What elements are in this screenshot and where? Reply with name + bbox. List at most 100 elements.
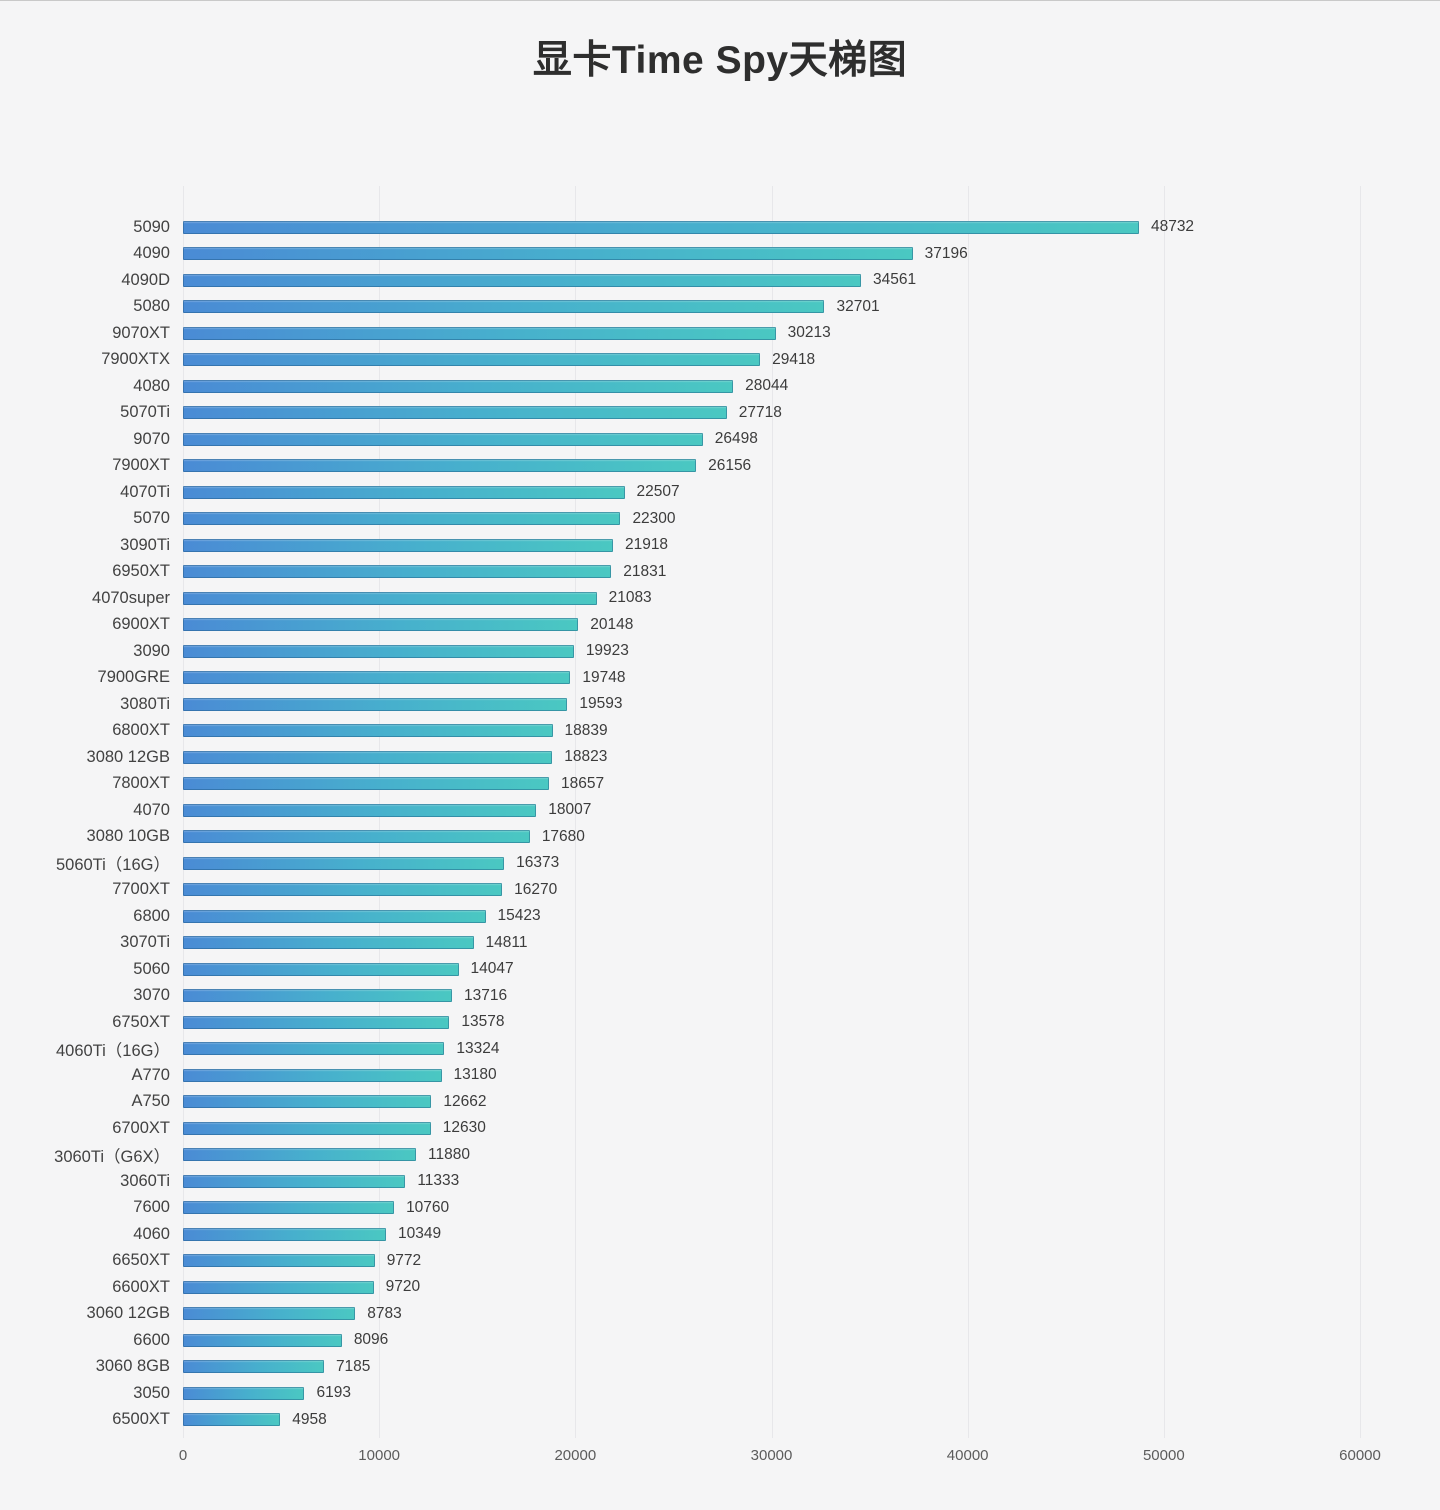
bar-row: 4070super 21083 xyxy=(92,585,1360,612)
value-label: 22300 xyxy=(632,509,676,527)
value-bar xyxy=(183,830,530,844)
bar-row: 3060 8GB 7185 xyxy=(96,1354,1360,1381)
x-tick-label: 60000 xyxy=(1339,1447,1381,1464)
bar-row: 6500XT 4958 xyxy=(112,1407,1360,1434)
category-label: 3080 12GB xyxy=(86,747,170,766)
value-label: 13324 xyxy=(456,1039,500,1057)
bar-row: 4060Ti（16G） 13324 xyxy=(56,1036,1360,1063)
bar-row: 6750XT 13578 xyxy=(112,1009,1360,1036)
value-bar xyxy=(183,750,553,764)
value-bar xyxy=(183,565,612,579)
value-label: 11333 xyxy=(417,1172,460,1190)
value-label: 29418 xyxy=(772,350,816,368)
grid-line xyxy=(771,186,773,1438)
value-bar xyxy=(183,1095,432,1109)
category-label: 3090 xyxy=(133,641,170,660)
bar-row: 6800XT 18839 xyxy=(112,718,1360,745)
bar-row: A750 12662 xyxy=(131,1089,1360,1116)
category-label: 3050 xyxy=(133,1383,170,1402)
category-label: 6600 xyxy=(133,1330,170,1349)
category-label: 6950XT xyxy=(112,562,170,581)
value-label: 18007 xyxy=(548,801,592,819)
bar-rows: 5090 48732 4090 37196 4090D 34561 5080 32701 907… xyxy=(54,214,1360,1434)
category-label: 6800XT xyxy=(112,721,170,740)
x-tick-label: 20000 xyxy=(554,1447,597,1464)
value-bar xyxy=(183,936,474,950)
category-label: 9070 xyxy=(133,429,170,448)
grid-line xyxy=(1163,186,1165,1438)
category-label: 4090 xyxy=(133,244,170,263)
bar-row: 3050 6193 xyxy=(133,1380,1360,1407)
category-label: 7900XT xyxy=(112,456,170,475)
bar-row: 6950XT 21831 xyxy=(112,559,1360,586)
value-bar xyxy=(183,1227,386,1241)
plot-area: 5090 48732 4090 37196 4090D 34561 5080 32701 907… xyxy=(54,186,1381,1464)
value-label: 27718 xyxy=(738,403,782,421)
bar-row: 5090 48732 xyxy=(133,214,1360,241)
value-label: 19923 xyxy=(585,642,629,660)
value-label: 8096 xyxy=(353,1331,389,1349)
value-label: 21918 xyxy=(624,536,669,554)
category-label: 9070XT xyxy=(112,323,170,342)
value-label: 18657 xyxy=(560,774,605,792)
value-label: 15423 xyxy=(497,907,541,925)
category-label: 3060 8GB xyxy=(95,1357,170,1376)
value-bar xyxy=(183,247,913,261)
value-label: 12662 xyxy=(443,1092,487,1110)
category-label: 3080Ti xyxy=(120,694,170,713)
category-label: 7800XT xyxy=(112,774,170,793)
category-label: 7900GRE xyxy=(97,668,170,687)
bar-row: 5060 14047 xyxy=(133,956,1360,983)
bar-row: 3090 19923 xyxy=(133,638,1360,665)
bar-row: 7900XTX 29418 xyxy=(101,347,1360,374)
bar-row: 6700XT 12630 xyxy=(112,1115,1360,1142)
value-label: 19748 xyxy=(582,668,626,686)
value-label: 8783 xyxy=(367,1304,402,1322)
category-label: 3070 xyxy=(133,986,170,1005)
value-label: 7185 xyxy=(335,1357,371,1375)
grid-line xyxy=(575,186,577,1438)
value-bar xyxy=(183,1121,431,1135)
category-label: 4070Ti xyxy=(120,482,170,501)
value-bar xyxy=(183,591,597,605)
bar-row: A770 13180 xyxy=(131,1062,1360,1089)
category-label: 3080 10GB xyxy=(86,827,170,846)
value-label: 9720 xyxy=(385,1278,421,1296)
value-label: 48732 xyxy=(1150,218,1195,236)
x-tick-label: 0 xyxy=(178,1447,188,1464)
category-label: 6700XT xyxy=(112,1118,170,1137)
grid-line xyxy=(967,186,969,1438)
value-label: 17680 xyxy=(541,827,585,845)
value-bar xyxy=(183,803,537,817)
value-label: 14811 xyxy=(485,933,528,951)
x-tick-label: 40000 xyxy=(946,1447,989,1464)
x-tick-label: 10000 xyxy=(358,1447,401,1464)
bar-row: 4090D 34561 xyxy=(121,267,1360,294)
value-label: 13716 xyxy=(464,986,508,1004)
bar-row: 7900XT 26156 xyxy=(112,453,1360,480)
category-label: 7700XT xyxy=(112,880,170,899)
x-tick-label: 50000 xyxy=(1142,1447,1185,1464)
category-label: 5060 xyxy=(133,959,170,978)
bar-row: 9070 26498 xyxy=(133,426,1360,453)
value-label: 12630 xyxy=(442,1119,486,1137)
value-bar xyxy=(183,538,613,552)
category-label: 4060Ti（16G） xyxy=(55,1041,170,1060)
value-bar xyxy=(183,644,574,658)
value-bar xyxy=(183,724,553,738)
value-bar xyxy=(183,989,453,1003)
value-bar xyxy=(183,697,568,711)
category-label: 3060 12GB xyxy=(86,1304,170,1323)
value-bar xyxy=(183,1068,442,1082)
bar-row: 4070 18007 xyxy=(133,797,1360,824)
value-label: 10349 xyxy=(398,1225,442,1243)
bar-row: 6800 15423 xyxy=(133,903,1360,930)
value-bar xyxy=(183,618,579,632)
value-label: 16270 xyxy=(514,880,558,898)
value-label: 16373 xyxy=(516,854,560,872)
value-label: 26156 xyxy=(708,456,752,474)
category-label: 7900XTX xyxy=(101,350,170,369)
bar-row: 4080 28044 xyxy=(133,373,1360,400)
value-bar xyxy=(183,353,761,367)
value-label: 20148 xyxy=(590,615,634,633)
